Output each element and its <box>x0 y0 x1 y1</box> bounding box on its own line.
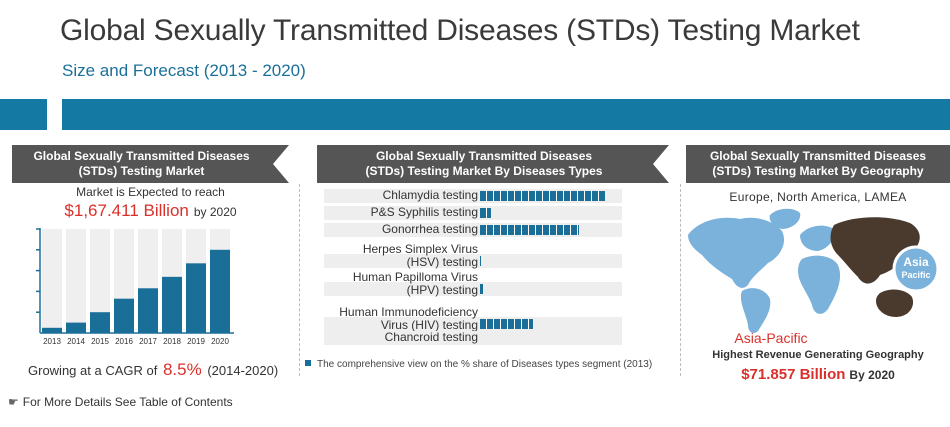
panel-divider <box>680 184 681 376</box>
disease-types-legend: The comprehensive view on the % share of… <box>305 359 652 370</box>
bar-track <box>480 333 622 343</box>
highlight-year: By 2020 <box>849 368 895 382</box>
page-title: Global Sexually Transmitted Diseases (ST… <box>60 14 860 47</box>
bar-track <box>480 319 622 329</box>
bar-background <box>66 229 86 333</box>
bar-2018 <box>162 276 182 333</box>
x-tick-label: 2019 <box>187 337 205 346</box>
bar-background <box>42 229 62 333</box>
disease-label: Gonorrhea testing <box>382 223 478 236</box>
south-america-shape <box>740 288 771 333</box>
x-tick-label: 2017 <box>139 337 157 346</box>
bar-gonorrhea-testing <box>480 225 580 235</box>
highlight-description: Highest Revenue Generating Geography <box>712 349 924 361</box>
x-tick-label: 2020 <box>211 337 229 346</box>
north-america-shape <box>688 217 785 288</box>
bar-background <box>90 229 110 333</box>
disease-types-header: Global Sexually Transmitted Diseases (ST… <box>317 145 669 183</box>
africa-shape <box>798 255 841 314</box>
bar-track <box>480 208 622 218</box>
bar-2015 <box>90 312 110 333</box>
greenland-shape <box>769 208 801 229</box>
pointing-hand-icon: ☛ <box>8 395 19 409</box>
highlight-value: $71.857 Billion <box>741 366 846 383</box>
disease-label-line: (HPV) testing <box>406 283 478 297</box>
geography-header: Global Sexually Transmitted Diseases (ST… <box>686 145 950 183</box>
market-size-bar-chart: 2013 2014 2015 2016 2017 2018 2019 2020 <box>36 228 234 346</box>
panel-divider <box>299 184 300 376</box>
bar-track <box>480 256 622 266</box>
asia-pacific-badge <box>892 245 940 293</box>
bar-track <box>480 225 622 235</box>
header-line: (STDs) Testing Market <box>78 164 205 178</box>
more-details-text: For More Details See Table of Contents <box>22 395 233 409</box>
regions-list: Europe, North America, LAMEA <box>729 190 907 204</box>
bar-2016 <box>114 298 134 333</box>
bar-track <box>480 191 622 201</box>
legend-swatch <box>305 360 311 366</box>
map-label-asia: Asia <box>903 255 929 269</box>
market-size-header: Global Sexually Transmitted Diseases (ST… <box>12 145 289 183</box>
disease-label: Herpes Simplex Virus (HSV) testing <box>363 243 478 269</box>
x-tick-label: 2016 <box>115 337 133 346</box>
bar-2019 <box>186 263 206 333</box>
bar-2014 <box>66 322 86 333</box>
cagr-value: 8.5% <box>162 360 202 379</box>
cagr-period: (2014-2020) <box>207 363 279 378</box>
world-map: Asia Pacific <box>688 208 940 333</box>
disease-label-line: Gonorrhea testing <box>381 222 478 236</box>
legend-text: The comprehensive view on the % share of… <box>317 359 653 370</box>
x-tick-label: 2013 <box>43 337 61 346</box>
page-subtitle: Size and Forecast (2013 - 2020) <box>62 61 306 80</box>
disease-label: Chancroid testing <box>385 331 478 344</box>
header-line: Global Sexually Transmitted Diseases <box>33 149 250 163</box>
expected-value: $1,67.411 Billion <box>64 201 189 220</box>
header-line: Global Sexually Transmitted Diseases <box>375 149 593 163</box>
disease-label-line: Virus (HIV) testing <box>380 318 478 332</box>
bar-2017 <box>138 288 158 333</box>
disease-label: Chlamydia testing <box>383 189 478 202</box>
disease-label-line: P&S Syphilis testing <box>370 205 478 219</box>
disease-label-line: Chancroid testing <box>384 330 478 344</box>
disease-label-line: Chlamydia testing <box>382 188 478 202</box>
header-line: (STDs) Testing Market By Geography <box>712 164 924 178</box>
x-tick-label: 2015 <box>91 337 109 346</box>
bar-human-papilloma-virus-hpv-testing <box>480 284 483 294</box>
asia-pacific-shape <box>830 217 920 284</box>
bar-chlamydia-testing <box>480 191 605 201</box>
bar-herpes-simplex-virus-hsv-testing <box>480 256 482 266</box>
bar-p-s-syphilis-testing <box>480 208 492 218</box>
decorative-band-right <box>62 99 950 130</box>
highlight-value-line: $71.857 Billion By 2020 <box>686 366 950 383</box>
disease-label-line: Human Papilloma Virus <box>352 270 478 284</box>
x-tick-label: 2014 <box>67 337 85 346</box>
expected-label: Market is Expected to reach <box>76 185 225 199</box>
disease-label-line: Human Immunodeficiency <box>339 305 478 319</box>
bar-2013 <box>42 327 62 333</box>
cagr-prefix: Growing at a CAGR of <box>28 363 158 378</box>
bar-track <box>480 284 622 294</box>
expected-value-line: $1,67.411 Billion by 2020 <box>12 201 289 221</box>
header-line: Global Sexually Transmitted Diseases <box>709 149 927 163</box>
bar-2020 <box>210 249 230 333</box>
expected-year: by 2020 <box>193 205 237 219</box>
australia-shape <box>876 289 914 317</box>
disease-label-line: (HSV) testing <box>406 255 478 269</box>
bar-human-immunodeficiency-virus-hiv-testing <box>480 319 533 329</box>
disease-label: P&S Syphilis testing <box>371 206 478 219</box>
header-line: (STDs) Testing Market By Diseases Types <box>365 164 603 178</box>
highlight-region: Asia-Pacific <box>734 330 808 346</box>
more-details-link[interactable]: ☛ For More Details See Table of Contents <box>8 395 233 409</box>
cagr-line: Growing at a CAGR of 8.5% (2014-2020) <box>28 360 278 380</box>
disease-label: Human Immunodeficiency Virus (HIV) testin… <box>339 306 478 332</box>
europe-shape <box>800 225 835 251</box>
disease-label: Human Papilloma Virus (HPV) testing <box>353 271 478 297</box>
disease-label-line: Herpes Simplex Virus <box>362 242 478 256</box>
map-label-pacific: Pacific <box>901 270 930 280</box>
decorative-band-left <box>0 99 47 130</box>
x-tick-label: 2018 <box>163 337 181 346</box>
